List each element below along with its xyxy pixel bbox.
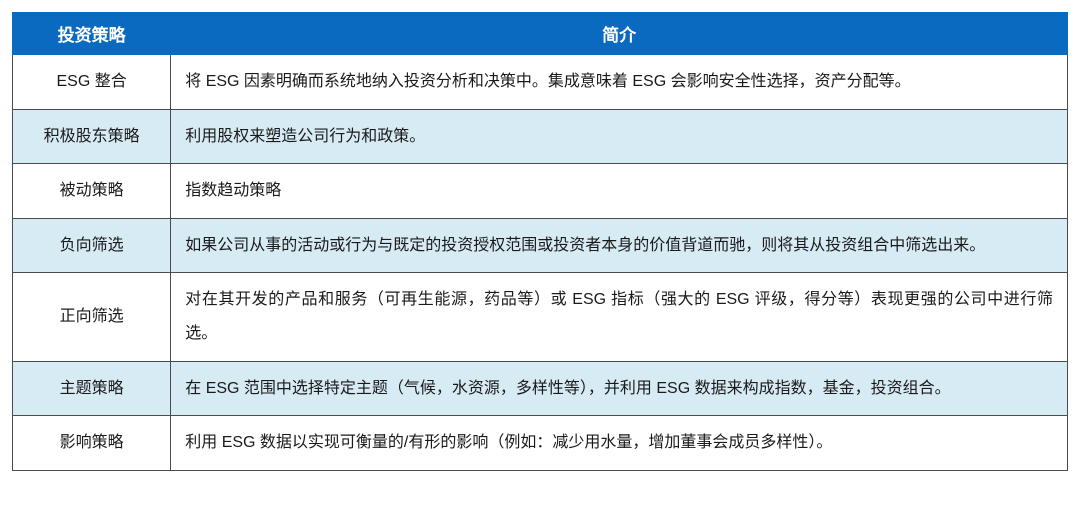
cell-strategy: 积极股东策略	[13, 109, 171, 164]
cell-strategy: ESG 整合	[13, 55, 171, 110]
table-body: ESG 整合 将 ESG 因素明确而系统地纳入投资分析和决策中。集成意味着 ES…	[13, 55, 1068, 471]
esg-strategy-table: 投资策略 简介 ESG 整合 将 ESG 因素明确而系统地纳入投资分析和决策中。…	[12, 12, 1068, 471]
table-row: 主题策略 在 ESG 范围中选择特定主题（气候，水资源，多样性等），并利用 ES…	[13, 361, 1068, 416]
cell-desc: 在 ESG 范围中选择特定主题（气候，水资源，多样性等），并利用 ESG 数据来…	[171, 361, 1068, 416]
table-header-row: 投资策略 简介	[13, 13, 1068, 55]
cell-desc: 指数趋动策略	[171, 164, 1068, 219]
table-row: 正向筛选 对在其开发的产品和服务（可再生能源，药品等）或 ESG 指标（强大的 …	[13, 273, 1068, 361]
table-row: 被动策略 指数趋动策略	[13, 164, 1068, 219]
cell-strategy: 负向筛选	[13, 218, 171, 273]
header-desc: 简介	[171, 13, 1068, 55]
cell-desc: 利用股权来塑造公司行为和政策。	[171, 109, 1068, 164]
table-row: ESG 整合 将 ESG 因素明确而系统地纳入投资分析和决策中。集成意味着 ES…	[13, 55, 1068, 110]
cell-desc: 对在其开发的产品和服务（可再生能源，药品等）或 ESG 指标（强大的 ESG 评…	[171, 273, 1068, 361]
cell-desc: 将 ESG 因素明确而系统地纳入投资分析和决策中。集成意味着 ESG 会影响安全…	[171, 55, 1068, 110]
table-row: 积极股东策略 利用股权来塑造公司行为和政策。	[13, 109, 1068, 164]
cell-strategy: 影响策略	[13, 416, 171, 471]
cell-strategy: 主题策略	[13, 361, 171, 416]
header-strategy: 投资策略	[13, 13, 171, 55]
cell-strategy: 被动策略	[13, 164, 171, 219]
table-row: 负向筛选 如果公司从事的活动或行为与既定的投资授权范围或投资者本身的价值背道而驰…	[13, 218, 1068, 273]
cell-strategy: 正向筛选	[13, 273, 171, 361]
table-row: 影响策略 利用 ESG 数据以实现可衡量的/有形的影响（例如：减少用水量，增加董…	[13, 416, 1068, 471]
cell-desc: 利用 ESG 数据以实现可衡量的/有形的影响（例如：减少用水量，增加董事会成员多…	[171, 416, 1068, 471]
cell-desc: 如果公司从事的活动或行为与既定的投资授权范围或投资者本身的价值背道而驰，则将其从…	[171, 218, 1068, 273]
